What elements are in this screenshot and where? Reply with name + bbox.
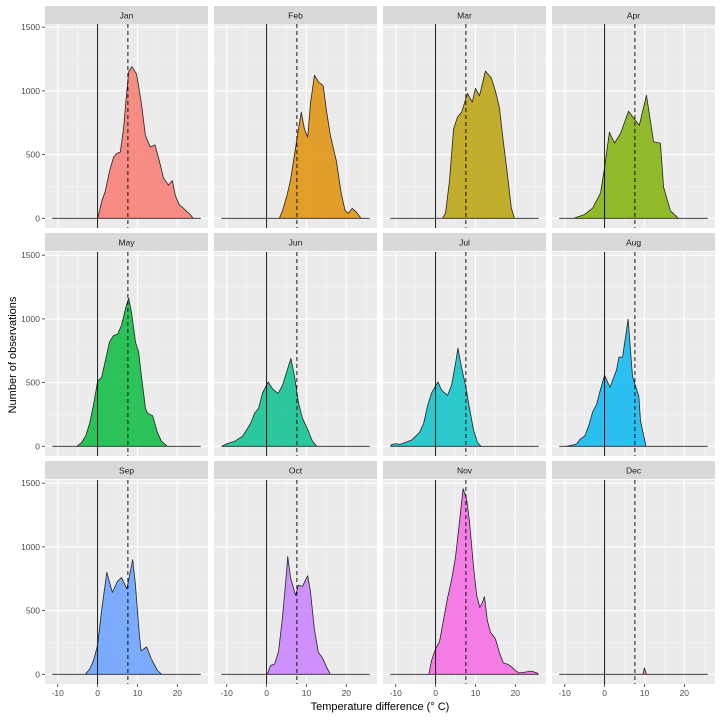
y-tick-label: 1500 bbox=[21, 250, 40, 260]
y-tick-label: 500 bbox=[26, 378, 40, 388]
facet-strip-label: Apr bbox=[627, 11, 640, 21]
density-area-feb bbox=[221, 74, 370, 219]
density-area-may bbox=[52, 297, 201, 447]
facet-strip-label: Aug bbox=[626, 238, 641, 248]
x-axis-title: Temperature difference (° C) bbox=[311, 701, 450, 713]
x-tick-label: 10 bbox=[640, 688, 650, 698]
facet-panel-apr: Apr bbox=[552, 6, 715, 228]
y-tick-label: 1000 bbox=[21, 86, 40, 96]
facet-panel-jun: Jun bbox=[214, 233, 377, 456]
facet-strip bbox=[214, 6, 377, 24]
y-tick-label: 500 bbox=[26, 606, 40, 616]
y-axis-title: Number of observations bbox=[7, 296, 19, 413]
x-tick-label: 0 bbox=[264, 688, 269, 698]
x-tick-label: 20 bbox=[680, 688, 690, 698]
facet-panel-nov: Nov -10 0 10 20 bbox=[383, 461, 546, 698]
density-area-sep bbox=[52, 559, 201, 675]
facet-strip bbox=[214, 233, 377, 251]
x-tick-label: 0 bbox=[95, 688, 100, 698]
facet-strip-label: Oct bbox=[289, 466, 303, 476]
density-area-oct bbox=[221, 556, 370, 675]
facet-panel-aug: Aug bbox=[552, 233, 715, 456]
y-tick-label: 0 bbox=[35, 441, 40, 451]
y-tick-label: 500 bbox=[26, 150, 40, 160]
y-tick-label: 0 bbox=[35, 669, 40, 679]
x-tick-label: 0 bbox=[433, 688, 438, 698]
facet-strip-label: Jan bbox=[120, 11, 134, 21]
y-tick-label: 1000 bbox=[21, 314, 40, 324]
facet-panel-jul: Jul bbox=[383, 233, 546, 456]
y-tick-label: 0 bbox=[35, 213, 40, 223]
x-tick-label: 10 bbox=[133, 688, 143, 698]
x-tick-label: 20 bbox=[173, 688, 183, 698]
facet-panel-feb: Feb bbox=[214, 6, 377, 228]
facet-strip bbox=[383, 6, 546, 24]
x-tick-label: 20 bbox=[511, 688, 521, 698]
facet-panel-dec: Dec -10 0 10 20 bbox=[552, 461, 715, 698]
x-tick-label: -10 bbox=[559, 688, 572, 698]
facet-strip-label: Jul bbox=[459, 238, 470, 248]
facet-strip bbox=[552, 6, 715, 24]
y-tick-label: 1000 bbox=[21, 542, 40, 552]
facet-panel-oct: Oct -10 0 10 20 bbox=[214, 461, 377, 698]
facet-strip bbox=[45, 233, 208, 251]
density-area-jul bbox=[390, 347, 539, 447]
facet-panel-sep: Sep 0 500 1000 1500 -10 0 10 20 bbox=[21, 461, 208, 698]
facet-strip-label: Mar bbox=[457, 11, 472, 21]
facet-strip-label: Feb bbox=[288, 11, 303, 21]
x-tick-label: 10 bbox=[471, 688, 481, 698]
facet-strip bbox=[383, 233, 546, 251]
facet-strip-label: Nov bbox=[457, 466, 473, 476]
density-area-dec bbox=[559, 667, 708, 675]
facet-strip-label: May bbox=[118, 238, 135, 248]
facet-strip bbox=[45, 461, 208, 479]
x-tick-label: 10 bbox=[302, 688, 312, 698]
x-tick-label: -10 bbox=[52, 688, 65, 698]
facet-strip bbox=[383, 461, 546, 479]
density-area-apr bbox=[559, 94, 708, 219]
density-area-jun bbox=[221, 358, 370, 447]
density-area-nov bbox=[390, 488, 539, 675]
facet-strip-label: Jun bbox=[289, 238, 303, 248]
facet-panel-may: May 0 500 1000 1500 bbox=[21, 233, 208, 456]
y-tick-label: 1500 bbox=[21, 478, 40, 488]
x-tick-label: -10 bbox=[221, 688, 234, 698]
density-area-jan bbox=[52, 66, 201, 219]
density-area-mar bbox=[390, 70, 539, 219]
facet-strip-label: Sep bbox=[119, 466, 134, 476]
facet-strip bbox=[552, 233, 715, 251]
facet-panel-mar: Mar bbox=[383, 6, 546, 228]
x-tick-label: -10 bbox=[390, 688, 403, 698]
facet-panel-jan: Jan 0 500 1000 1500 bbox=[21, 6, 208, 228]
panel-background bbox=[552, 480, 715, 684]
facet-strip bbox=[214, 461, 377, 479]
facet-strip bbox=[552, 461, 715, 479]
x-tick-label: 20 bbox=[342, 688, 352, 698]
facet-strip bbox=[45, 6, 208, 24]
y-tick-label: 1500 bbox=[21, 22, 40, 32]
density-area-aug bbox=[559, 318, 708, 447]
facet-strip-label: Dec bbox=[626, 466, 642, 476]
x-tick-label: 0 bbox=[602, 688, 607, 698]
